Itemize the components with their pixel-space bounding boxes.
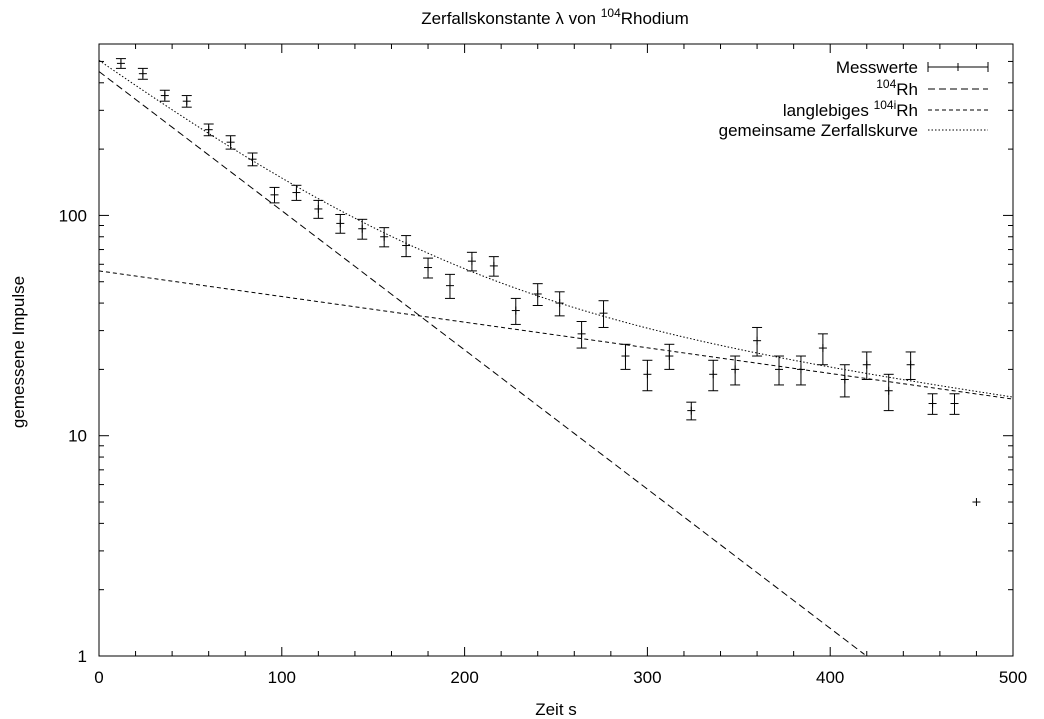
x-tick-label: 100	[268, 668, 296, 687]
legend-label: gemeinsame Zerfallskurve	[719, 121, 918, 140]
x-tick-label: 0	[94, 668, 103, 687]
data-point	[752, 326, 763, 357]
data-point	[839, 364, 850, 398]
data-point	[949, 393, 960, 415]
data-point	[269, 186, 280, 204]
data-point	[291, 184, 302, 201]
data-point	[817, 333, 828, 366]
data-point	[708, 359, 719, 392]
data-point	[159, 89, 170, 102]
data-point	[510, 297, 521, 325]
data-point	[488, 256, 499, 277]
data-point	[730, 355, 741, 386]
axis-ticks: 0 100 200 300 400 500 1 10 100	[59, 43, 1027, 687]
y-axis-label: gemessene Impulse	[9, 276, 28, 428]
x-tick-label: 400	[816, 668, 844, 687]
data-point	[335, 213, 346, 234]
plot-frame	[98, 43, 1014, 657]
x-tick-label: 300	[633, 668, 661, 687]
chart-title: Zerfallskonstante λ von 104Rhodium	[421, 6, 689, 28]
curve-rh104i	[98, 270, 1014, 400]
data-point	[620, 343, 631, 370]
data-point	[554, 291, 565, 317]
legend-label: Messwerte	[836, 58, 918, 77]
y-tick-label: 100	[59, 206, 87, 225]
curve-rh104	[98, 71, 865, 655]
data-point	[181, 95, 192, 108]
measurement-points	[115, 58, 981, 507]
x-tick-label: 200	[450, 668, 478, 687]
data-point	[225, 135, 236, 150]
curve-combined	[98, 59, 1014, 398]
data-point	[861, 351, 872, 380]
data-point	[972, 498, 981, 507]
data-point	[401, 235, 412, 258]
data-point	[927, 393, 938, 415]
data-point	[664, 343, 675, 370]
x-tick-label: 500	[999, 668, 1027, 687]
data-point	[774, 355, 785, 386]
legend-label: langlebiges 104iRh	[783, 98, 918, 120]
plot-border	[98, 43, 1014, 657]
data-point	[686, 401, 697, 421]
data-point	[576, 320, 587, 349]
data-point	[137, 67, 148, 80]
data-point	[532, 283, 543, 307]
data-point	[883, 373, 894, 412]
data-point	[203, 123, 214, 137]
data-point	[642, 359, 653, 392]
data-point	[247, 152, 258, 167]
data-point	[357, 218, 368, 240]
data-point	[444, 273, 455, 299]
data-point	[313, 199, 324, 219]
x-axis-label: Zeit s	[535, 700, 577, 719]
data-point	[795, 355, 806, 386]
data-point	[466, 251, 477, 272]
y-tick-label: 10	[68, 427, 87, 446]
data-point	[598, 300, 609, 328]
fit-curves	[98, 59, 1014, 655]
data-point	[423, 257, 434, 279]
legend-label: 104Rh	[876, 77, 918, 99]
y-tick-label: 1	[78, 647, 87, 666]
data-point	[379, 227, 390, 248]
data-point	[905, 351, 916, 380]
data-point	[115, 58, 126, 69]
